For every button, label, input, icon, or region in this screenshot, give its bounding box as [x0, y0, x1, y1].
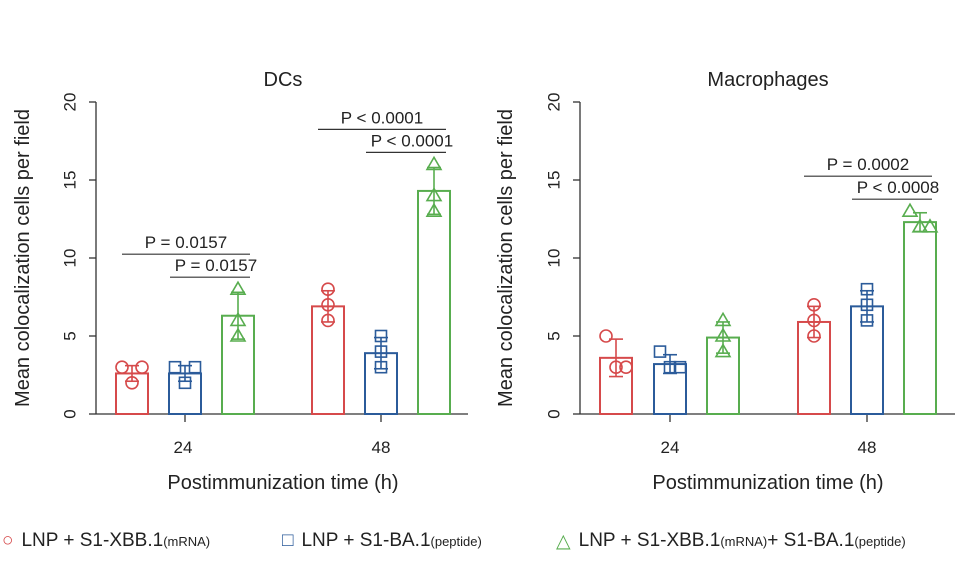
y-axis-label: Mean colocalization cells per field: [12, 109, 34, 407]
data-point: [714, 311, 732, 327]
bar: [850, 305, 884, 415]
y-tick-label: 0: [61, 409, 80, 418]
legend-label: LNP + S1-XBB.1: [578, 530, 721, 551]
chart-title: DCs: [264, 69, 303, 91]
data-point: [425, 187, 443, 202]
data-point: [860, 314, 874, 327]
data-point: [115, 360, 129, 375]
triangle-icon: △: [556, 530, 571, 552]
panel-dcs: Mean colocalization cells per field DCs …: [12, 69, 468, 494]
legend-label: LNP + S1-XBB.1: [21, 530, 164, 551]
legend-item-combined: △ LNP + S1-XBB.1 (mRNA) + S1-BA.1 (peptide…: [556, 526, 906, 556]
square-icon: □: [282, 530, 294, 551]
legend-label-2: + S1-BA.1: [767, 530, 855, 551]
chart-title: Macrophages: [707, 69, 828, 91]
x-axis-label: Postimmunization time (h): [652, 472, 883, 494]
data-point: [321, 282, 335, 297]
data-point: [599, 329, 613, 343]
data-point: [901, 202, 919, 217]
data-point: [663, 360, 677, 374]
data-point: [807, 297, 821, 312]
data-point: [229, 280, 247, 296]
data-point: [860, 282, 874, 296]
p-value-label: P = 0.0002: [827, 155, 909, 174]
y-tick-label: 5: [61, 331, 80, 340]
x-tick-label-48: 48: [858, 438, 877, 457]
y-tick-label: 15: [545, 171, 564, 190]
y-tick-label: 0: [545, 409, 564, 418]
y-axis-label: Mean colocalization cells per field: [495, 109, 517, 407]
data-point: [425, 202, 443, 217]
data-point: [653, 345, 667, 358]
data-point: [807, 329, 821, 343]
data-point: [135, 360, 149, 375]
y-tick-label: 10: [61, 249, 80, 268]
p-value-label: P < 0.0001: [341, 108, 423, 127]
data-point: [714, 327, 732, 342]
bar: [221, 314, 255, 415]
legend-item-mrna: ○ LNP + S1-XBB.1 (mRNA): [2, 526, 210, 556]
data-point: [807, 313, 821, 328]
y-tick-label: 10: [545, 249, 564, 268]
x-tick-label-24: 24: [661, 438, 680, 457]
data-point: [374, 329, 388, 343]
data-point: [911, 218, 929, 233]
x-tick-label-24: 24: [174, 438, 193, 457]
p-value-label: P < 0.0001: [371, 131, 453, 150]
data-point: [860, 298, 874, 312]
y-tick-label: 20: [61, 93, 80, 112]
data-point: [178, 376, 192, 390]
y-tick-label: 20: [545, 93, 564, 112]
legend-sub: (mRNA): [720, 533, 768, 549]
p-value-label: P < 0.0008: [857, 178, 939, 197]
p-value-label: P = 0.0157: [175, 256, 257, 275]
data-point: [374, 345, 388, 358]
x-tick-label-48: 48: [372, 438, 391, 457]
data-point: [619, 360, 633, 375]
data-point: [321, 313, 335, 328]
circle-icon: ○: [2, 530, 14, 551]
x-axis-label: Postimmunization time (h): [167, 472, 398, 494]
panel-macrophages: Mean colocalization cells per field Macr…: [495, 69, 955, 494]
y-tick-label: 5: [545, 331, 564, 340]
data-point: [188, 360, 202, 374]
data-point: [374, 360, 388, 374]
data-point: [321, 297, 335, 312]
bar: [903, 221, 937, 415]
data-point: [425, 155, 443, 171]
data-point: [609, 360, 623, 375]
legend-sub-2: (peptide): [854, 533, 906, 549]
y-tick-label: 15: [61, 171, 80, 190]
data-point: [229, 311, 247, 327]
data-point: [168, 360, 182, 374]
data-point: [673, 360, 687, 374]
p-value-label: P = 0.0157: [145, 233, 227, 252]
bar: [417, 189, 451, 415]
data-point: [714, 343, 732, 358]
data-point: [229, 327, 247, 342]
legend-label: LNP + S1-BA.1: [301, 530, 431, 551]
legend-sub: (mRNA): [163, 533, 211, 549]
data-point: [125, 375, 139, 390]
legend-sub: (peptide): [430, 533, 482, 549]
data-point: [921, 218, 939, 233]
legend-item-peptide: □ LNP + S1-BA.1 (peptide): [282, 526, 482, 556]
